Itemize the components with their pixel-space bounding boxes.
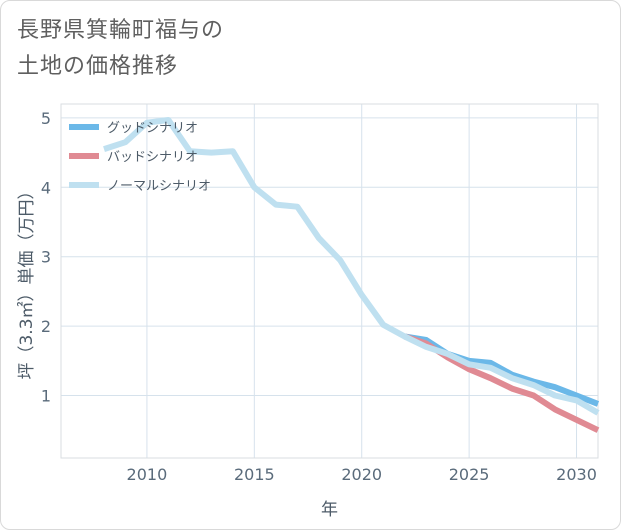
legend-label: グッドシナリオ bbox=[107, 121, 198, 136]
chart-title-line-1: 長野県箕輪町福与の bbox=[17, 18, 225, 43]
grid-lines bbox=[61, 104, 598, 458]
y-tick-label: 2 bbox=[41, 317, 51, 336]
x-tick-label: 2015 bbox=[234, 465, 275, 484]
y-tick-label: 4 bbox=[41, 178, 51, 197]
x-tick-label: 2030 bbox=[556, 465, 597, 484]
x-tick-label: 2010 bbox=[127, 465, 168, 484]
plot-border bbox=[60, 103, 599, 459]
y-tick-label: 5 bbox=[41, 109, 51, 128]
series-line-2 bbox=[103, 117, 600, 416]
y-tick-labels: 1 2 3 4 5 bbox=[41, 109, 51, 406]
legend-label: ノーマルシナリオ bbox=[107, 179, 211, 194]
x-tick-labels: 2010 2015 2020 2025 2030 bbox=[127, 465, 597, 484]
chart-title: 長野県箕輪町福与の 土地の価格推移 bbox=[17, 13, 224, 85]
x-tick-label: 2020 bbox=[341, 465, 382, 484]
series-layer bbox=[103, 117, 600, 433]
legend-label: バッドシナリオ bbox=[107, 150, 198, 165]
y-tick-label: 3 bbox=[41, 248, 51, 267]
y-tick-label: 1 bbox=[41, 387, 51, 406]
x-axis-title: 年 bbox=[321, 500, 338, 520]
x-tick-label: 2025 bbox=[449, 465, 490, 484]
chart-title-line-2: 土地の価格推移 bbox=[17, 54, 179, 79]
y-axis-title: 坪（3.3㎡）単価（万円） bbox=[17, 182, 37, 379]
